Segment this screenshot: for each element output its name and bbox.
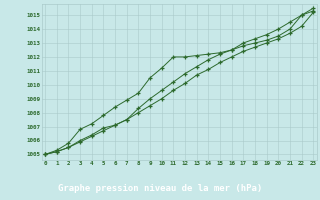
Text: Graphe pression niveau de la mer (hPa): Graphe pression niveau de la mer (hPa): [58, 184, 262, 193]
